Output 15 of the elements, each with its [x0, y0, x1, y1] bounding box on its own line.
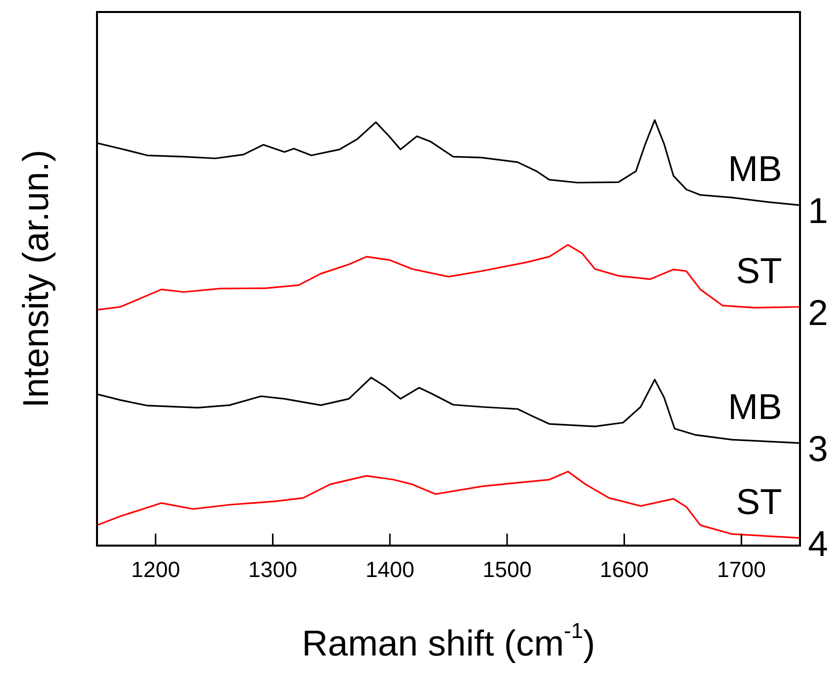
text: 1 — [808, 190, 828, 232]
text: 2 — [808, 292, 828, 333]
text: 4 — [808, 522, 828, 564]
series-label: MB — [728, 148, 782, 190]
x-tick-label: 1400 — [365, 556, 414, 582]
series-label: ST — [736, 250, 782, 291]
series-label: ST — [736, 480, 782, 522]
x-tick-label: 1600 — [600, 556, 649, 582]
x-tick-label: 1300 — [248, 556, 298, 582]
text: 3 — [808, 428, 828, 469]
x-tick-label: 1500 — [482, 556, 532, 582]
y-axis-title: Intensity (ar.un.) — [14, 150, 56, 408]
series-label: MB — [728, 386, 782, 427]
x-tick-label: 1700 — [716, 556, 766, 582]
x-tick-label: 1200 — [131, 556, 180, 582]
